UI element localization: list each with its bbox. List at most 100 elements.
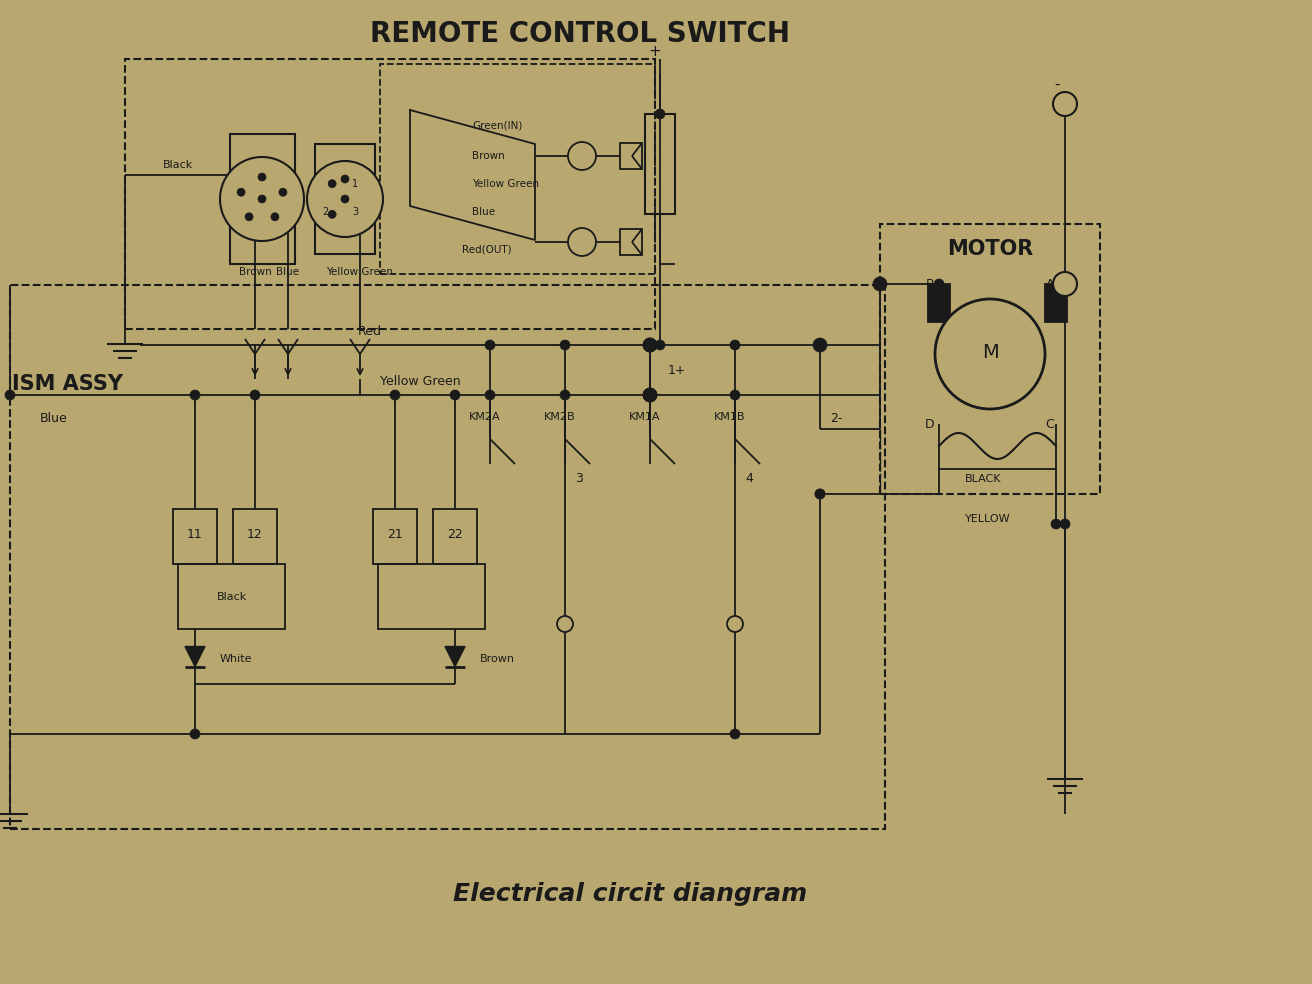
- Bar: [234, 509, 277, 564]
- Text: 11: 11: [188, 527, 203, 540]
- Text: A: A: [1046, 277, 1055, 290]
- Text: M: M: [981, 342, 998, 361]
- Text: ISM ASSY: ISM ASSY: [12, 374, 123, 394]
- Text: Brown: Brown: [480, 654, 516, 664]
- Circle shape: [279, 188, 287, 196]
- Polygon shape: [185, 646, 205, 666]
- Circle shape: [251, 390, 260, 400]
- Text: KM2A: KM2A: [470, 412, 501, 422]
- Bar: [373, 509, 417, 564]
- Text: +: +: [648, 44, 661, 59]
- Circle shape: [328, 211, 336, 218]
- Circle shape: [1054, 92, 1077, 116]
- Bar: [880, 224, 1099, 494]
- Text: KM2B: KM2B: [544, 412, 576, 422]
- Circle shape: [190, 729, 199, 739]
- Bar: [646, 114, 674, 214]
- Circle shape: [729, 390, 740, 400]
- Text: 21: 21: [387, 527, 403, 540]
- Circle shape: [341, 175, 349, 183]
- Text: 12: 12: [247, 527, 262, 540]
- Circle shape: [727, 616, 743, 632]
- Circle shape: [646, 390, 655, 400]
- Text: B: B: [926, 277, 934, 290]
- Circle shape: [935, 299, 1044, 409]
- Text: Black: Black: [216, 591, 247, 601]
- Circle shape: [485, 390, 495, 400]
- Bar: [928, 284, 950, 322]
- Circle shape: [643, 388, 657, 402]
- Circle shape: [729, 340, 740, 350]
- Circle shape: [190, 390, 199, 400]
- Text: YELLOW: YELLOW: [966, 514, 1010, 524]
- Text: MOTOR: MOTOR: [947, 239, 1033, 259]
- Circle shape: [220, 157, 304, 241]
- Circle shape: [258, 195, 266, 203]
- Text: C: C: [1046, 417, 1055, 430]
- Bar: [378, 564, 485, 629]
- Bar: [10, 285, 886, 829]
- Circle shape: [813, 338, 827, 352]
- Bar: [621, 229, 642, 255]
- Circle shape: [815, 489, 825, 499]
- Circle shape: [815, 489, 825, 499]
- Text: D: D: [925, 417, 935, 430]
- Circle shape: [485, 340, 495, 350]
- Circle shape: [729, 729, 740, 739]
- Text: 2-: 2-: [830, 412, 842, 425]
- Circle shape: [272, 213, 279, 220]
- Circle shape: [258, 173, 266, 181]
- Text: 22: 22: [447, 527, 463, 540]
- Circle shape: [1054, 272, 1077, 296]
- Text: KM1A: KM1A: [630, 412, 661, 422]
- Bar: [173, 509, 216, 564]
- Text: Blue: Blue: [39, 412, 68, 425]
- Bar: [380, 64, 655, 274]
- Text: Yellow Green: Yellow Green: [379, 375, 461, 388]
- Text: -: -: [1055, 77, 1060, 92]
- Bar: [315, 144, 375, 254]
- Text: Black: Black: [163, 160, 193, 170]
- Circle shape: [5, 390, 14, 400]
- Text: 3: 3: [575, 472, 583, 485]
- Bar: [125, 59, 655, 329]
- Polygon shape: [409, 110, 535, 240]
- Circle shape: [643, 388, 657, 402]
- Bar: [230, 134, 295, 264]
- Text: KM1B: KM1B: [714, 412, 745, 422]
- Bar: [1044, 284, 1067, 322]
- Circle shape: [560, 390, 569, 400]
- Circle shape: [568, 228, 596, 256]
- Circle shape: [245, 213, 253, 220]
- Text: Yellow Green: Yellow Green: [472, 179, 539, 189]
- Text: Brown: Brown: [472, 151, 505, 161]
- Circle shape: [390, 390, 400, 400]
- Polygon shape: [445, 646, 464, 666]
- Text: Yellow Green: Yellow Green: [327, 267, 394, 277]
- Circle shape: [1060, 519, 1071, 529]
- Text: 1+: 1+: [668, 363, 686, 377]
- Text: 1: 1: [352, 179, 358, 189]
- Circle shape: [558, 616, 573, 632]
- Bar: [621, 143, 642, 169]
- Circle shape: [655, 340, 665, 350]
- Text: Green(IN): Green(IN): [472, 121, 522, 131]
- Text: Brown: Brown: [239, 267, 272, 277]
- Text: Blue: Blue: [472, 207, 495, 217]
- Circle shape: [643, 338, 657, 352]
- Circle shape: [560, 340, 569, 350]
- Circle shape: [934, 279, 945, 289]
- Circle shape: [341, 195, 349, 203]
- Text: Red(OUT): Red(OUT): [462, 244, 512, 254]
- Text: Electrical circit diangram: Electrical circit diangram: [453, 882, 807, 906]
- Text: 4: 4: [745, 472, 753, 485]
- Text: Blue: Blue: [277, 267, 299, 277]
- Bar: [178, 564, 285, 629]
- Circle shape: [328, 180, 336, 188]
- Text: BLACK: BLACK: [966, 474, 1001, 484]
- Text: 2: 2: [321, 207, 328, 217]
- Text: White: White: [220, 654, 252, 664]
- Circle shape: [815, 340, 825, 350]
- Circle shape: [872, 277, 887, 291]
- Circle shape: [646, 340, 655, 350]
